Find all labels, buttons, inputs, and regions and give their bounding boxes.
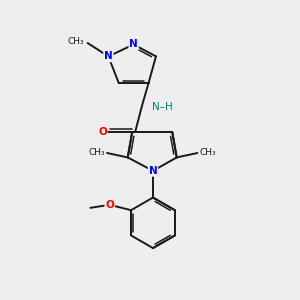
Text: O: O <box>98 127 107 137</box>
Text: CH₃: CH₃ <box>68 37 85 46</box>
Text: CH₃: CH₃ <box>89 148 105 158</box>
Text: CH₃: CH₃ <box>199 148 216 158</box>
Text: N: N <box>104 51 113 62</box>
Text: N–H: N–H <box>152 102 173 112</box>
Text: O: O <box>105 200 114 210</box>
Text: N: N <box>129 40 138 50</box>
Text: N: N <box>148 166 157 176</box>
